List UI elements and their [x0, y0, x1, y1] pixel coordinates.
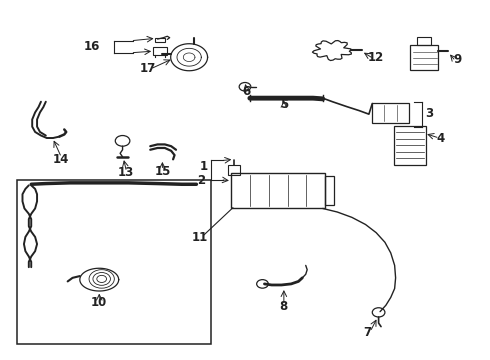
Bar: [372, 103, 409, 123]
Text: 2: 2: [197, 174, 205, 187]
Text: 1: 1: [199, 160, 208, 173]
Bar: [394, 126, 426, 165]
Text: 3: 3: [425, 107, 434, 120]
Text: 13: 13: [118, 166, 134, 179]
Bar: [228, 165, 240, 175]
Text: 11: 11: [192, 231, 208, 244]
Text: 10: 10: [91, 296, 107, 309]
Text: 9: 9: [454, 53, 462, 66]
Bar: [231, 173, 325, 208]
Text: 4: 4: [437, 131, 445, 144]
Text: 6: 6: [242, 85, 250, 98]
Text: 16: 16: [84, 40, 100, 53]
Bar: [410, 45, 439, 70]
Text: 15: 15: [154, 165, 171, 178]
Text: 8: 8: [280, 300, 288, 313]
Text: 17: 17: [140, 63, 156, 76]
Bar: [17, 180, 211, 344]
Bar: [153, 47, 167, 55]
Bar: [417, 37, 431, 45]
Bar: [155, 39, 165, 42]
Bar: [325, 176, 334, 205]
Text: 7: 7: [364, 326, 371, 339]
Text: 14: 14: [52, 153, 69, 166]
Text: 12: 12: [368, 51, 384, 64]
Text: 5: 5: [280, 98, 288, 111]
